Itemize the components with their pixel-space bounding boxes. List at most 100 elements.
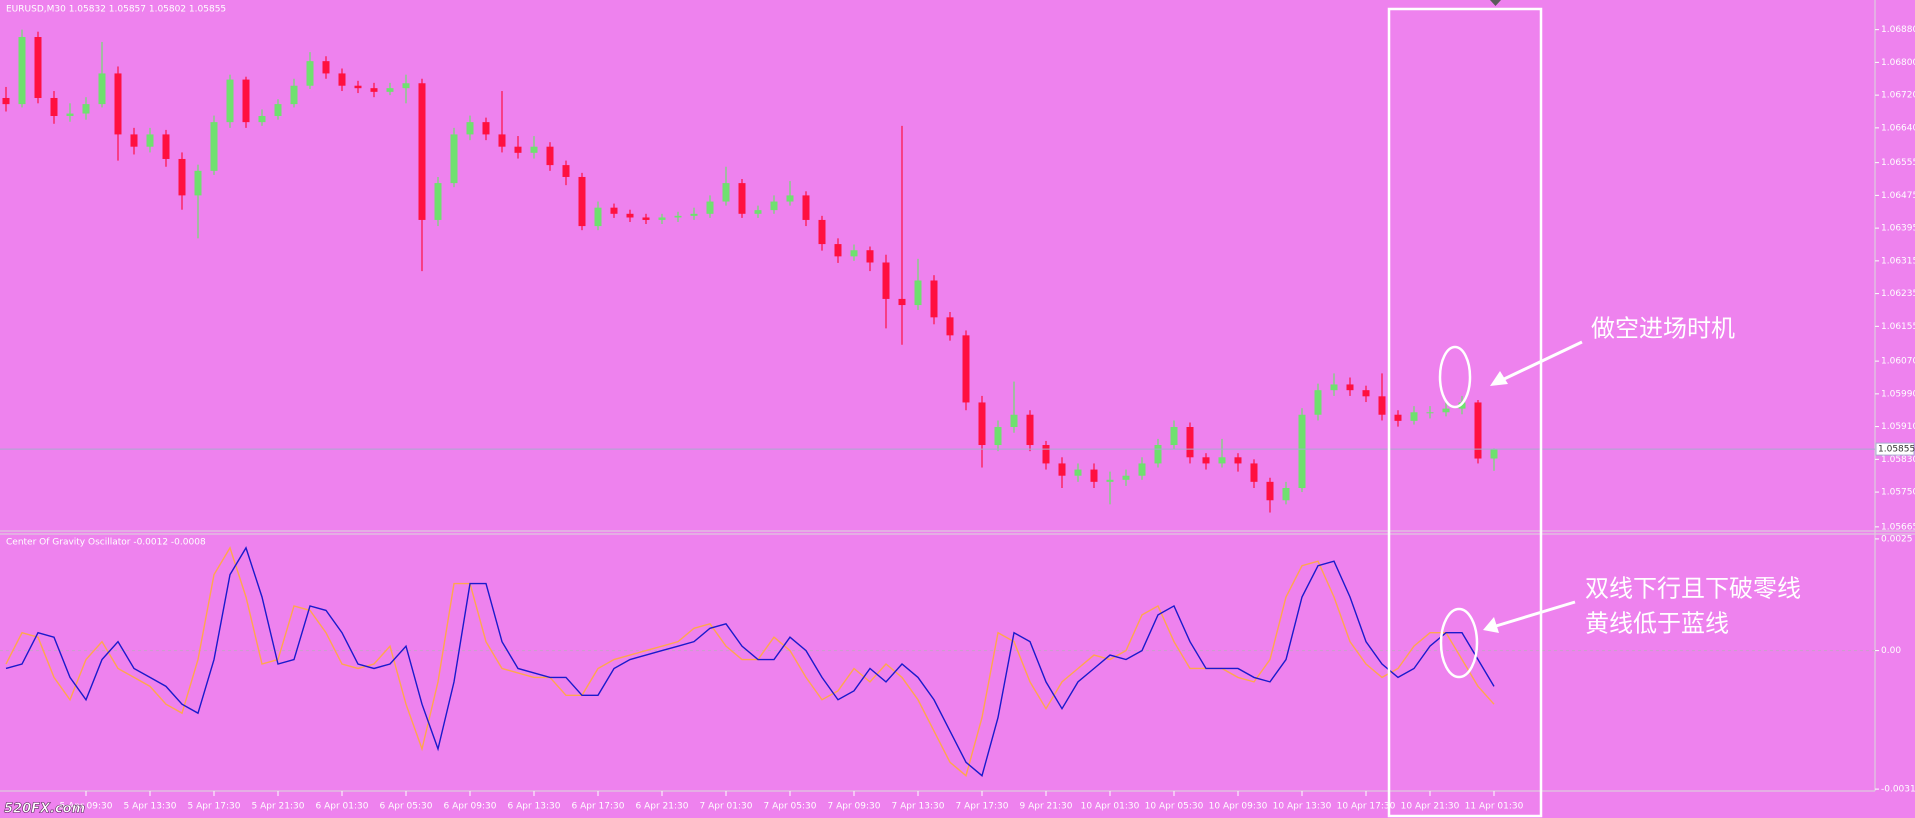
x-tick-label: 5 Apr 13:30 bbox=[124, 802, 177, 812]
candle-body bbox=[930, 280, 938, 318]
candle-body bbox=[1074, 469, 1082, 476]
candle-body bbox=[1458, 402, 1466, 409]
candle-body bbox=[338, 73, 346, 86]
x-tick-label: 10 Apr 17:30 bbox=[1337, 802, 1396, 812]
x-tick-label: 7 Apr 05:30 bbox=[764, 802, 817, 812]
y-tick-label: 0.00 bbox=[1881, 646, 1901, 656]
y-tick-label: 1.05830 bbox=[1881, 455, 1915, 465]
candle-body bbox=[850, 250, 858, 257]
candle-body bbox=[754, 210, 762, 214]
candle-body bbox=[1218, 457, 1226, 464]
candle-body bbox=[1490, 449, 1498, 459]
oscillator-line bbox=[5, 546, 1495, 777]
x-tick-label: 6 Apr 01:30 bbox=[316, 802, 369, 812]
last-price-label: 1.05855 bbox=[1878, 445, 1915, 455]
candle-body bbox=[354, 85, 362, 89]
y-tick-label: 1.05750 bbox=[1881, 488, 1915, 498]
x-tick-label: 5 Apr 09:30 bbox=[60, 802, 113, 812]
candle-body bbox=[626, 213, 634, 218]
candle-body bbox=[1394, 414, 1402, 421]
candle-body bbox=[50, 97, 58, 116]
candle-body bbox=[546, 146, 554, 166]
candle-body bbox=[1234, 457, 1242, 464]
candle-body bbox=[1474, 402, 1482, 459]
candle-body bbox=[162, 134, 170, 159]
last-price-box bbox=[1875, 442, 1915, 456]
panel-title: EURUSD,M30 1.05832 1.05857 1.05802 1.058… bbox=[6, 5, 226, 15]
candle-body bbox=[1250, 463, 1258, 482]
candle-body bbox=[1042, 445, 1050, 464]
x-tick-label: 6 Apr 13:30 bbox=[508, 802, 561, 812]
candle-body bbox=[1442, 408, 1450, 413]
y-tick-label: 0.0025 bbox=[1881, 534, 1913, 544]
candle-body bbox=[178, 158, 186, 196]
candle-body bbox=[194, 170, 202, 196]
x-tick-label: 10 Apr 21:30 bbox=[1401, 802, 1460, 812]
candle-body bbox=[498, 134, 506, 147]
candle-body bbox=[994, 427, 1002, 446]
candle-body bbox=[786, 195, 794, 202]
y-tick-label: 1.05910 bbox=[1881, 422, 1915, 432]
candle-body bbox=[738, 183, 746, 214]
candle-body bbox=[1378, 396, 1386, 415]
candle-body bbox=[674, 215, 682, 218]
candle-body bbox=[434, 183, 442, 220]
candle-body bbox=[1410, 412, 1418, 421]
y-tick-label: 1.05665 bbox=[1881, 522, 1915, 532]
candle-body bbox=[210, 122, 218, 171]
oscillator-line bbox=[5, 546, 1495, 777]
candle-body bbox=[1186, 427, 1194, 458]
candle-body bbox=[1298, 414, 1306, 488]
candle-body bbox=[466, 122, 474, 135]
candle-body bbox=[34, 37, 42, 98]
candle-body bbox=[1154, 445, 1162, 464]
annotation: 双线下行且下破零线 bbox=[1585, 575, 1801, 602]
candle-body bbox=[898, 298, 906, 306]
candle-body bbox=[818, 219, 826, 245]
candle-body bbox=[578, 176, 586, 227]
candle-body bbox=[1330, 384, 1338, 391]
candle-body bbox=[114, 73, 122, 135]
y-tick-label: 1.06070 bbox=[1881, 357, 1915, 367]
x-tick-label: 10 Apr 09:30 bbox=[1209, 802, 1268, 812]
candle-body bbox=[514, 146, 522, 153]
arrow-shaft bbox=[1495, 600, 1576, 628]
candle-body bbox=[658, 217, 666, 220]
candle-body bbox=[258, 115, 266, 123]
candle-body bbox=[82, 104, 90, 114]
x-tick-label: 6 Apr 09:30 bbox=[444, 802, 497, 812]
candle-body bbox=[642, 217, 650, 220]
arrow-head bbox=[1483, 617, 1499, 633]
x-tick-label: 7 Apr 13:30 bbox=[892, 802, 945, 812]
watermark: 520FX.com bbox=[4, 802, 85, 817]
candle-body bbox=[1090, 469, 1098, 482]
y-tick-label: 1.06555 bbox=[1881, 158, 1915, 168]
candle-body bbox=[1122, 475, 1130, 480]
x-tick-label: 6 Apr 05:30 bbox=[380, 802, 433, 812]
x-tick-label: 10 Apr 01:30 bbox=[1081, 802, 1140, 812]
x-tick-label: 7 Apr 01:30 bbox=[700, 802, 753, 812]
candle-body bbox=[562, 165, 570, 177]
candle-body bbox=[1058, 463, 1066, 476]
candle-body bbox=[1362, 390, 1370, 397]
x-tick-label: 5 Apr 17:30 bbox=[188, 802, 241, 812]
candle-body bbox=[98, 73, 106, 105]
y-tick-label: 1.06395 bbox=[1881, 224, 1915, 234]
y-tick-label: 1.05990 bbox=[1881, 389, 1915, 399]
candle-body bbox=[370, 88, 378, 92]
candle-body bbox=[706, 201, 714, 214]
candle-body bbox=[722, 183, 730, 202]
y-tick-label: 1.06155 bbox=[1881, 322, 1915, 332]
candle-body bbox=[690, 213, 698, 216]
y-tick-label: 1.06640 bbox=[1881, 123, 1915, 133]
candle-body bbox=[1138, 463, 1146, 476]
candle-body bbox=[402, 83, 410, 89]
candle-body bbox=[530, 146, 538, 153]
candle-body bbox=[978, 402, 986, 446]
candle-body bbox=[1010, 414, 1018, 428]
candle-body bbox=[306, 61, 314, 86]
candle-body bbox=[418, 83, 426, 220]
